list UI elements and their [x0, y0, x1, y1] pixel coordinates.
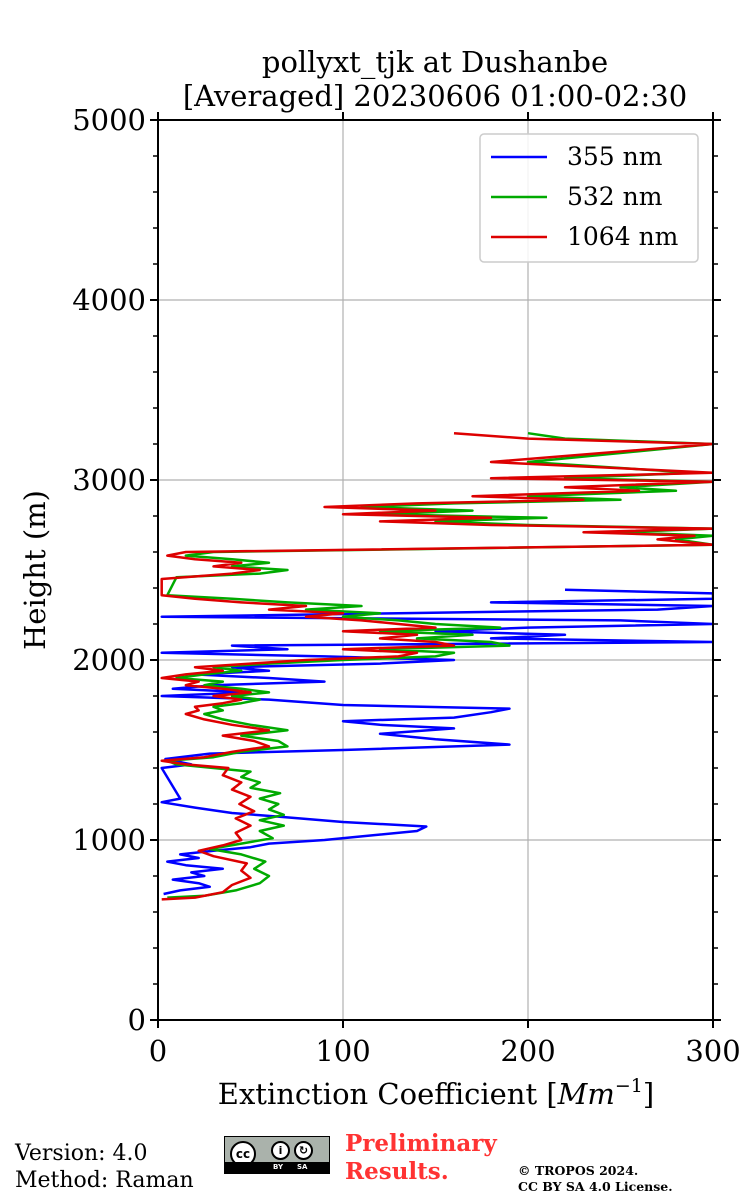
- legend-label-1064: 1064 nm: [567, 222, 679, 251]
- y-tick-label: 0: [128, 1003, 146, 1037]
- y-tick-label: 4000: [72, 283, 146, 317]
- x-tick-label: 100: [315, 1034, 370, 1068]
- share-alike-icon: ↻: [294, 1141, 313, 1160]
- series-layer: [160, 431, 713, 901]
- extinction-profile-chart: pollyxt_tjk at Dushanbe [Averaged] 20230…: [18, 45, 741, 1111]
- legend-label-532: 532 nm: [567, 182, 663, 211]
- legend: 355 nm 532 nm 1064 nm: [479, 133, 699, 263]
- y-tick-label: 1000: [72, 823, 146, 857]
- x-tick-label: 0: [149, 1034, 167, 1068]
- copyright-text: © TROPOS 2024. CC BY SA 4.0 License.: [518, 1163, 673, 1195]
- x-axis-label-end: ]: [643, 1077, 654, 1111]
- series-line-1064-nm: [160, 431, 713, 901]
- plot-frame: [157, 119, 714, 1021]
- x-tick-label: 200: [500, 1034, 555, 1068]
- x-axis-label-base: Extinction Coefficient [: [218, 1077, 558, 1111]
- method-text: Method: Raman: [15, 1168, 194, 1193]
- y-tick-label: 3000: [72, 463, 146, 497]
- badge-bar: [225, 1162, 329, 1173]
- version-method-text: Version: 4.0 Method: Raman: [15, 1140, 194, 1194]
- y-axis-label: Height (m): [18, 490, 52, 650]
- copyright-line-2: CC BY SA 4.0 License.: [518, 1179, 673, 1194]
- series-line-355-nm: [160, 588, 713, 896]
- copyright-line-1: © TROPOS 2024.: [518, 1163, 639, 1178]
- preliminary-line-2: Results.: [345, 1158, 449, 1185]
- series-group: [160, 431, 713, 901]
- x-axis-label: Extinction Coefficient [Mm−1]: [218, 1075, 654, 1111]
- x-axis-label-unit: Mm: [557, 1077, 615, 1111]
- attribution-icon: i: [271, 1141, 290, 1160]
- preliminary-line-1: Preliminary: [345, 1130, 497, 1157]
- chart-title-line-2: [Averaged] 20230606 01:00-02:30: [183, 79, 687, 113]
- y-tick-label: 2000: [72, 643, 146, 677]
- badge-sa-text: SA: [297, 1163, 308, 1171]
- x-tick-label: 300: [685, 1034, 740, 1068]
- series-line-532-nm: [166, 431, 713, 899]
- chart-title-line-1: pollyxt_tjk at Dushanbe: [262, 45, 608, 80]
- axis-ticks: [150, 112, 721, 1028]
- version-text: Version: 4.0: [15, 1141, 148, 1166]
- legend-label-355: 355 nm: [567, 142, 663, 171]
- legend-box: [479, 133, 699, 263]
- preliminary-results-text: Preliminary Results.: [345, 1130, 497, 1186]
- badge-by-text: BY: [273, 1163, 284, 1171]
- cc-license-badge: cc i ↻ BY SA: [224, 1136, 330, 1174]
- x-axis-label-exponent: −1: [615, 1075, 643, 1097]
- y-tick-label: 5000: [72, 103, 146, 137]
